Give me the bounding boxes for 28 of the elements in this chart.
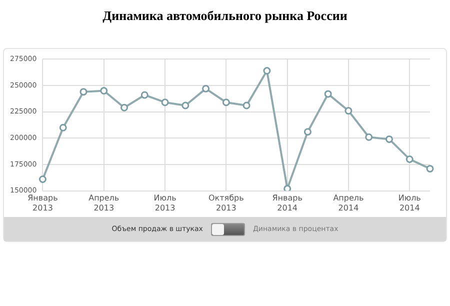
- point: [365, 133, 373, 141]
- x-tick-label: Январь 2014: [272, 194, 303, 212]
- point: [406, 155, 414, 163]
- point: [324, 90, 332, 98]
- point: [385, 135, 393, 143]
- point: [304, 128, 312, 136]
- point: [140, 91, 148, 99]
- point: [344, 107, 352, 115]
- x-tick-label: Апрель 2014: [333, 194, 364, 212]
- chart-title: Динамика автомобильного рынка России: [102, 7, 348, 25]
- x-tick-label: Апрель 2013: [88, 194, 120, 212]
- point: [161, 98, 169, 106]
- x-tick-label: Июль 2014: [398, 194, 422, 212]
- x-tick-label: Октябрь 2013: [208, 194, 244, 212]
- point: [120, 104, 128, 112]
- point: [263, 67, 271, 75]
- point: [182, 102, 190, 110]
- point: [38, 175, 46, 183]
- point: [284, 184, 292, 191]
- point: [80, 88, 88, 96]
- point: [202, 84, 210, 92]
- point: [242, 102, 250, 110]
- x-tick-label: Январь 2013: [28, 194, 58, 212]
- point: [59, 124, 67, 132]
- point: [426, 164, 434, 172]
- point: [222, 98, 230, 106]
- point: [100, 87, 108, 95]
- x-tick-label: Июль 2013: [154, 194, 177, 212]
